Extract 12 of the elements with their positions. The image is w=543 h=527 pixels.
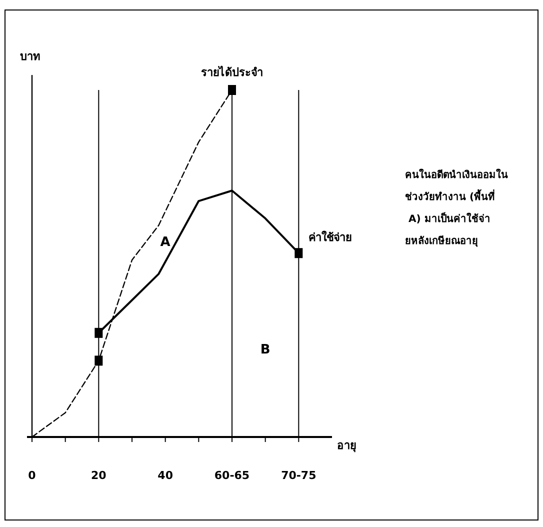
x-tick-label: 20 [91,469,107,482]
series-label: ค่าใช้จ่าย [308,230,352,244]
y-axis-title: บาท [20,50,40,63]
text: คนในอดีตนำเงินออมในช่วงวัยทำงาน (พื้นที่ A) มาเป็นค่าใช้จ่ายหลังเกษียณอายุ [405,168,508,247]
x-axis-title: อายุ [337,439,356,453]
annotation: B [260,342,270,358]
x-tick-label: 70-75 [281,469,316,482]
x-tick-label: 40 [158,469,174,482]
x-tick-label: 0 [28,469,36,482]
annotation: A [160,235,170,250]
series-label: รายได้ประจำ [201,65,263,79]
x-tick-label: 60-65 [214,469,250,482]
